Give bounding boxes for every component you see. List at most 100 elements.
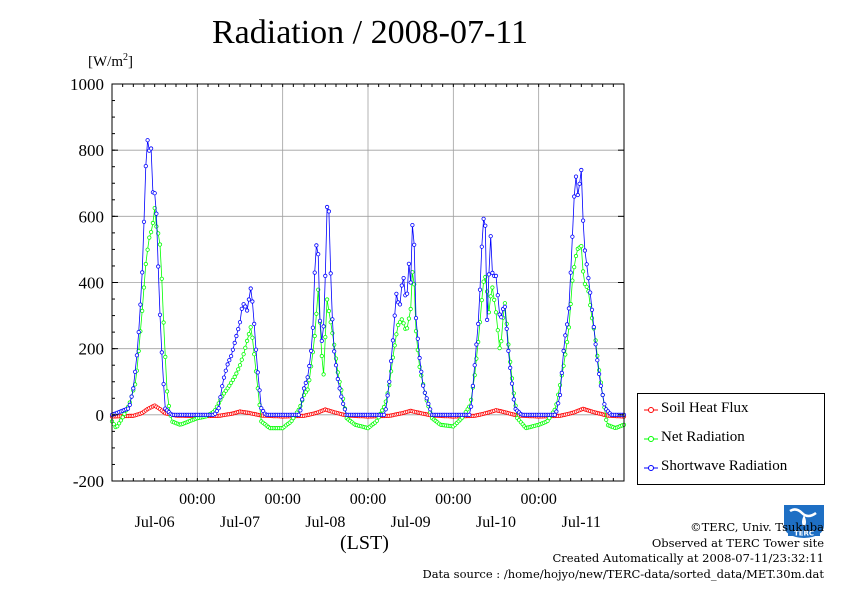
data-point (396, 322, 401, 328)
chart-legend: Soil Heat Flux Net Radiation Shortwave R… (637, 393, 825, 485)
legend-marker-blue-icon (644, 465, 658, 471)
x-tick-label-time: 00:00 (264, 491, 300, 508)
data-point (246, 297, 251, 302)
data-point (117, 421, 122, 426)
data-point (573, 174, 579, 179)
data-point (572, 264, 577, 270)
data-point (147, 235, 152, 240)
data-point (250, 335, 255, 340)
data-point (321, 324, 326, 329)
x-tick-label-date: Jul-08 (305, 514, 345, 531)
data-point (602, 402, 607, 407)
data-point (154, 211, 159, 216)
data-point (483, 223, 488, 228)
legend-item-soil-heat-flux: Soil Heat Flux (638, 396, 824, 424)
data-point (317, 318, 323, 323)
data-point (229, 380, 234, 385)
x-tick-label-time: 00:00 (520, 491, 556, 508)
x-tick-label-date: Jul-06 (135, 514, 175, 531)
data-point (312, 270, 317, 275)
data-point (152, 191, 157, 196)
data-point (308, 348, 314, 353)
data-point (573, 253, 579, 259)
data-point (230, 347, 235, 352)
data-point (115, 424, 120, 429)
data-point (504, 326, 509, 331)
data-point (145, 247, 150, 252)
data-point (584, 262, 589, 267)
data-point (490, 270, 495, 275)
x-tick-label-date: Jul-10 (476, 514, 516, 531)
data-point (424, 396, 429, 401)
series-shortwave-radiation (109, 138, 627, 417)
legend-label: Soil Heat Flux (661, 400, 749, 416)
data-point (141, 219, 147, 224)
data-point (140, 270, 145, 275)
data-point (596, 371, 602, 377)
data-point (484, 317, 490, 322)
data-point (415, 336, 420, 341)
data-point (584, 284, 589, 289)
data-point (566, 306, 572, 311)
data-point (481, 279, 486, 284)
data-point (252, 352, 257, 357)
created-text: Created Automatically at 2008-07-11/23:3… (552, 551, 825, 565)
data-point (477, 287, 483, 292)
y-axis-unit: [W/m2] (88, 52, 133, 70)
data-point (246, 331, 251, 337)
data-point (490, 285, 495, 290)
data-point (157, 242, 163, 247)
chart-series (109, 138, 627, 431)
data-point (381, 412, 387, 417)
data-point (600, 392, 605, 398)
copyright-text: ©TERC, Univ. Tsukuba (690, 520, 824, 534)
data-point (598, 383, 604, 388)
observed-text: Observed at TERC Tower site (651, 535, 824, 550)
legend-marker-green-icon (644, 436, 658, 442)
legend-label: Shortwave Radiation (661, 458, 788, 474)
data-point (330, 317, 335, 322)
data-point (248, 286, 253, 291)
data-point (399, 317, 404, 322)
data-point (408, 280, 413, 285)
data-point (143, 164, 148, 169)
data-point (324, 297, 330, 302)
legend-item-shortwave-radiation: Shortwave Radiation (638, 454, 824, 482)
data-point (412, 242, 417, 247)
data-point (237, 363, 243, 368)
legend-item-net-radiation: Net Radiation (638, 425, 824, 453)
data-point (508, 365, 513, 370)
data-point (401, 275, 406, 281)
data-point (392, 313, 397, 318)
data-point (497, 345, 502, 351)
data-point (165, 389, 170, 394)
data-point (577, 181, 582, 186)
data-point (259, 406, 264, 411)
data-point (319, 338, 324, 343)
series-net-radiation (109, 206, 627, 431)
data-point (166, 403, 171, 409)
data-point (422, 390, 427, 395)
data-point (232, 374, 237, 379)
data-point (502, 301, 507, 306)
data-point (118, 418, 124, 423)
data-point (253, 347, 259, 352)
data-point (156, 264, 161, 269)
data-point (404, 326, 410, 331)
data-point (566, 325, 572, 330)
source-text: Data source : /home/hojyo/new/TERC-data/… (422, 566, 824, 581)
data-point (399, 283, 404, 288)
data-point (582, 281, 588, 287)
data-point (380, 408, 385, 413)
data-point (579, 167, 584, 173)
data-point (390, 338, 395, 343)
data-point (388, 358, 394, 364)
data-point (125, 406, 131, 411)
chart-title: Radiation / 2008-07-11 (211, 14, 529, 51)
data-point (406, 316, 411, 321)
data-point (129, 394, 134, 399)
data-point (324, 204, 330, 210)
data-point (250, 299, 255, 304)
data-point (337, 386, 342, 391)
